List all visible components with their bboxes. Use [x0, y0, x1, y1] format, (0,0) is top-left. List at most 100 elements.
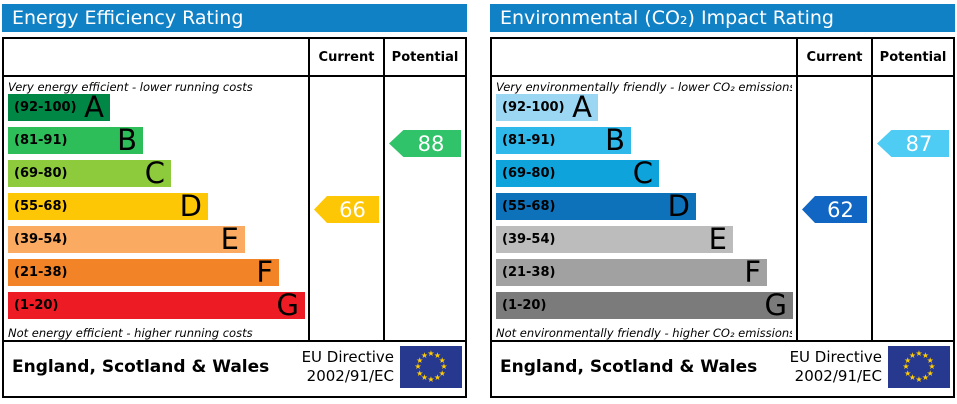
band-letter: F — [744, 254, 761, 289]
energy-current-column: 66 — [310, 77, 385, 340]
energy-top-caption: Very energy efficient - lower running co… — [8, 80, 253, 94]
eu-flag-icon: ★ ★ ★ ★ ★ ★ ★ ★ ★ ★ ★ ★ — [888, 346, 950, 388]
band-letter: A — [572, 89, 592, 124]
energy-table-header-row: Current Potential — [4, 39, 465, 77]
eu-star-icon: ★ — [926, 355, 934, 365]
energy-band-e: (39-54) E — [8, 221, 245, 256]
environmental-band-b: (81-91) B — [496, 122, 631, 157]
region-label: England, Scotland & Wales — [500, 357, 758, 377]
eu-star-icon: ★ — [904, 368, 912, 378]
eu-star-icon: ★ — [902, 362, 910, 371]
band-range-label: (1-20) — [14, 297, 59, 313]
eu-star-icon: ★ — [915, 349, 923, 358]
energy-table-footer: England, Scotland & Wales EU Directive 2… — [4, 340, 465, 392]
environmental-table-body: Very environmentally friendly - lower CO… — [492, 77, 953, 340]
eu-star-icon: ★ — [908, 373, 917, 383]
band-range-label: (39-54) — [14, 231, 68, 247]
energy-current-column-header: Current — [310, 39, 385, 75]
energy-efficiency-panel: Energy Efficiency Rating Current Potenti… — [2, 4, 467, 398]
environmental-impact-panel: Environmental (CO₂) Impact Rating Curren… — [490, 4, 955, 398]
band-letter: F — [256, 254, 273, 289]
environmental-top-caption: Very environmentally friendly - lower CO… — [496, 80, 792, 94]
region-label: England, Scotland & Wales — [12, 357, 270, 377]
environmental-potential-column: 87 — [873, 77, 953, 340]
environmental-current-column-header: Current — [798, 39, 873, 75]
eu-star-icon: ★ — [926, 368, 934, 378]
band-letter: C — [144, 155, 165, 190]
eu-star-icon: ★ — [427, 375, 435, 384]
eu-star-icon: ★ — [416, 355, 424, 365]
environmental-band-e: (39-54) E — [496, 221, 733, 256]
eu-star-icon: ★ — [433, 350, 442, 360]
environmental-band-g: (1-20) G — [496, 287, 793, 322]
energy-band-g: (1-20) G — [8, 290, 305, 319]
eu-star-icon: ★ — [420, 350, 429, 360]
environmental-current-rating-value: 62 — [827, 197, 854, 222]
eu-flag-stars: ★ ★ ★ ★ ★ ★ ★ ★ ★ ★ ★ ★ — [888, 346, 950, 388]
environmental-band-f: (21-38) F — [496, 254, 767, 289]
eu-star-icon: ★ — [915, 375, 923, 384]
band-letter: D — [179, 188, 202, 223]
band-letter: E — [220, 221, 239, 256]
environmental-band-a: (92-100) A — [496, 89, 598, 124]
band-range-label: (21-38) — [14, 264, 68, 280]
environmental-band-d: (55-68) D — [496, 191, 696, 220]
band-letter: B — [605, 122, 625, 157]
eu-star-icon: ★ — [928, 362, 936, 371]
energy-potential-rating-value: 88 — [417, 131, 445, 156]
eu-flag-icon: ★ ★ ★ ★ ★ ★ ★ ★ ★ ★ ★ ★ — [400, 346, 462, 388]
environmental-potential-column-header: Potential — [879, 49, 947, 65]
band-range-label: (92-100) — [14, 99, 77, 115]
band-range-label: (55-68) — [502, 198, 556, 214]
environmental-band-c: (69-80) C — [496, 155, 659, 190]
band-letter: C — [632, 155, 653, 190]
eu-flag-stars: ★ ★ ★ ★ ★ ★ ★ ★ ★ ★ ★ ★ — [400, 346, 462, 388]
energy-chart-header-cell — [4, 39, 310, 75]
environmental-chart-header-cell — [492, 39, 798, 75]
energy-band-f: (21-38) F — [8, 254, 279, 289]
energy-potential-column: 88 — [385, 77, 465, 340]
energy-current-rating-arrow: 66 — [314, 196, 379, 223]
eu-directive-text: EU Directive 2002/91/EC — [789, 348, 882, 385]
environmental-current-column: 62 — [798, 77, 873, 340]
band-range-label: (81-91) — [14, 132, 68, 148]
band-range-label: (1-20) — [502, 297, 547, 313]
energy-panel-title: Energy Efficiency Rating — [2, 4, 467, 32]
eu-directive-text: EU Directive 2002/91/EC — [301, 348, 394, 385]
energy-potential-rating-arrow: 88 — [389, 130, 461, 157]
energy-bottom-caption: Not energy efficient - higher running co… — [8, 325, 253, 340]
eu-star-icon: ★ — [904, 355, 912, 365]
band-range-label: (69-80) — [14, 165, 68, 181]
band-letter: G — [764, 287, 787, 322]
eu-star-icon: ★ — [921, 350, 930, 360]
eu-star-icon: ★ — [416, 368, 424, 378]
energy-potential-column-header: Potential — [391, 49, 459, 65]
band-letter: E — [708, 221, 727, 256]
band-range-label: (55-68) — [14, 198, 68, 214]
environmental-rating-table: Current Potential Very environmentally f… — [490, 37, 955, 398]
eu-star-icon: ★ — [414, 362, 422, 371]
band-letter: A — [84, 89, 104, 124]
energy-band-d: (55-68) D — [8, 188, 208, 223]
eu-star-icon: ★ — [908, 350, 917, 360]
eu-star-icon: ★ — [433, 373, 442, 383]
eu-star-icon: ★ — [921, 373, 930, 383]
band-range-label: (81-91) — [502, 132, 556, 148]
energy-current-rating-value: 66 — [339, 197, 366, 222]
environmental-potential-rating-value: 87 — [905, 131, 933, 156]
band-letter: B — [117, 122, 137, 157]
energy-band-chart: Very energy efficient - lower running co… — [4, 77, 310, 340]
eu-star-icon: ★ — [427, 349, 435, 358]
eu-star-icon: ★ — [438, 368, 446, 378]
band-range-label: (21-38) — [502, 264, 556, 280]
band-range-label: (92-100) — [502, 99, 565, 115]
environmental-potential-rating-arrow: 87 — [877, 130, 949, 157]
energy-band-a: (92-100) A — [8, 89, 110, 124]
environmental-current-rating-arrow: 62 — [802, 196, 867, 223]
band-range-label: (39-54) — [502, 231, 556, 247]
environmental-bottom-caption: Not environmentally friendly - higher CO… — [496, 325, 792, 340]
environmental-table-header-row: Current Potential — [492, 39, 953, 77]
energy-rating-table: Current Potential Very energy efficient … — [2, 37, 467, 398]
eu-star-icon: ★ — [438, 355, 446, 365]
